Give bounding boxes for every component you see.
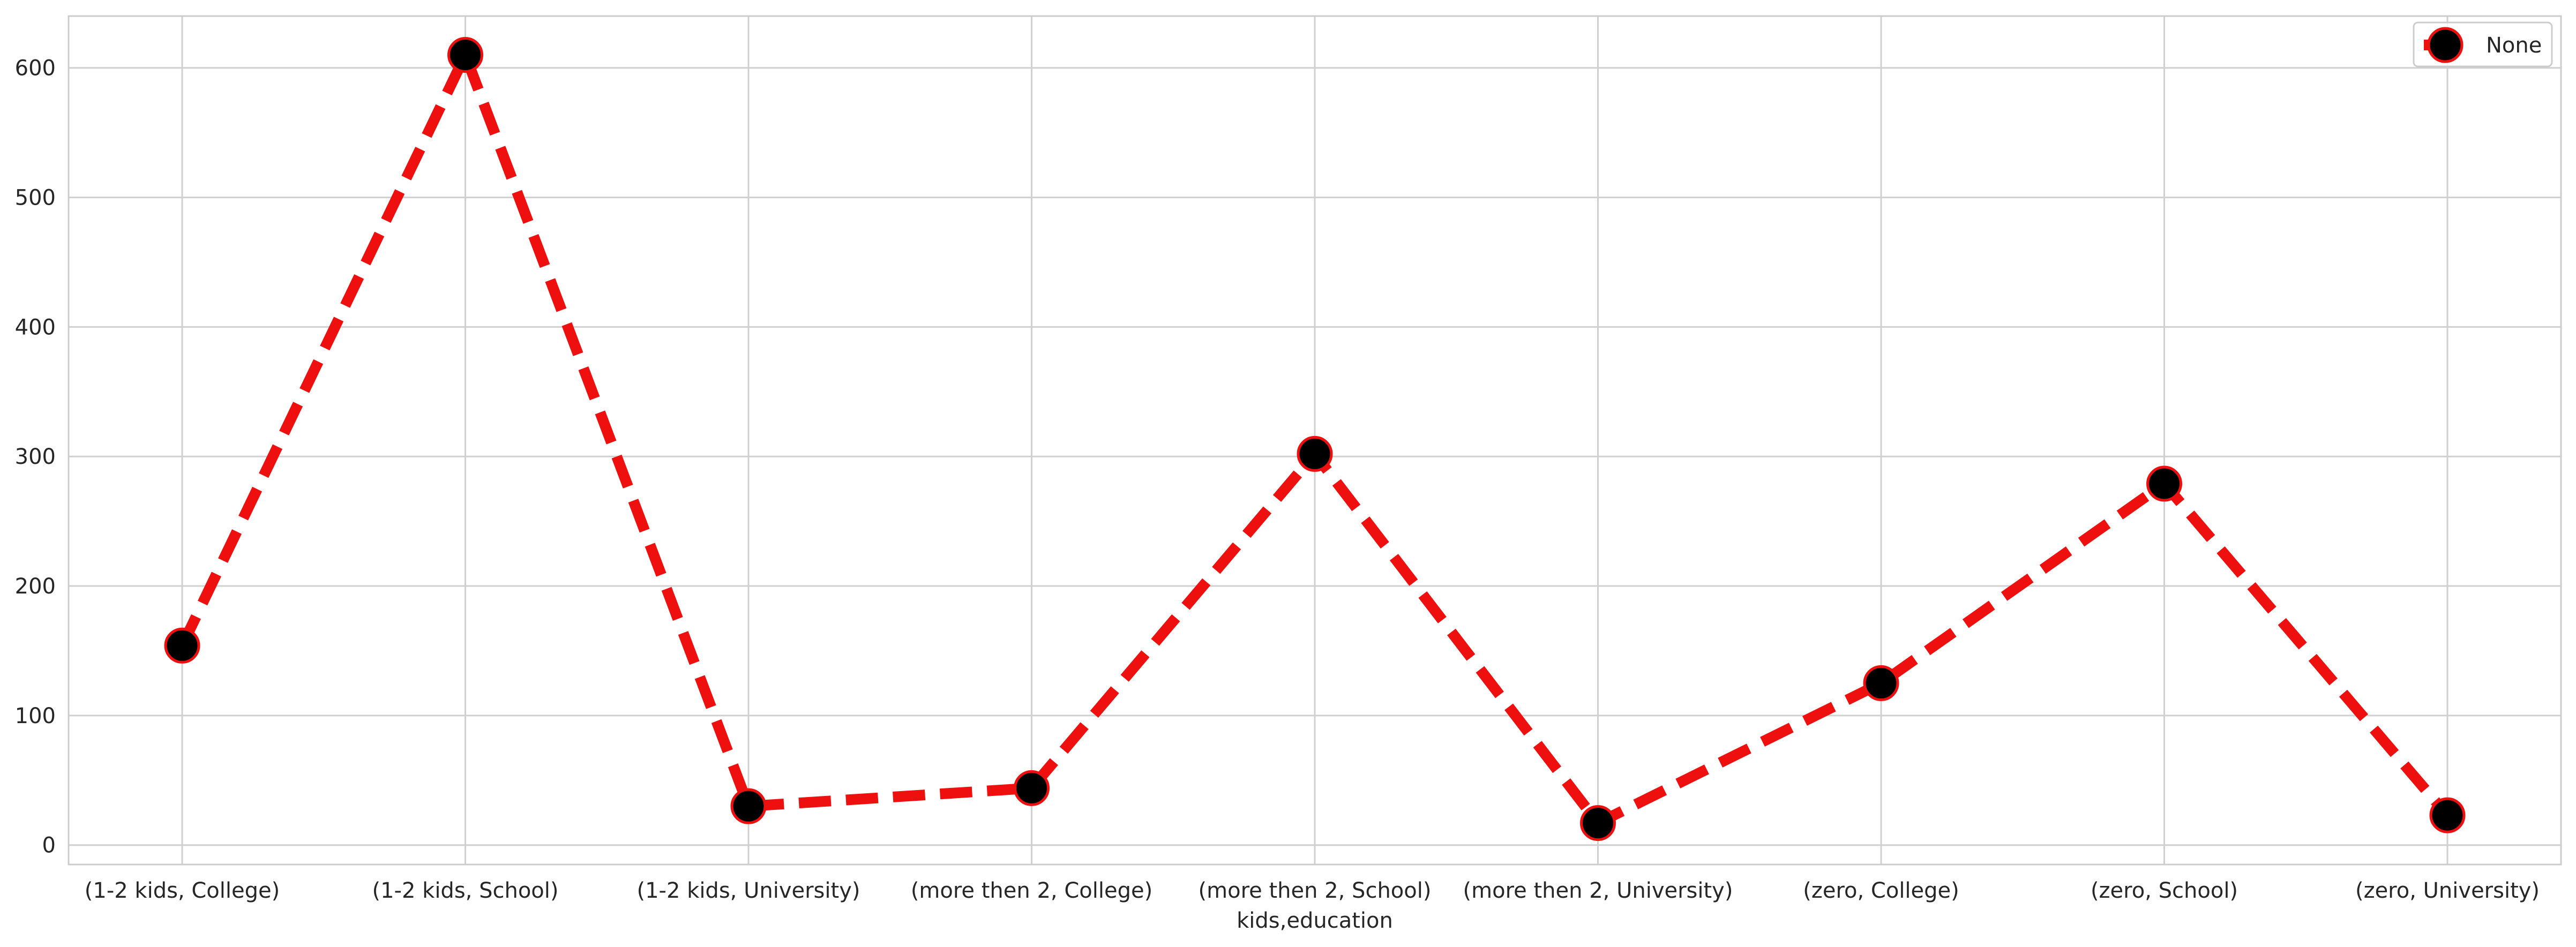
x-tick-label: (zero, University) [2355,878,2540,903]
x-axis-label: kids,education [1237,908,1393,933]
x-tick-labels: (1-2 kids, College) (1-2 kids, School) (1-… [85,878,2540,903]
y-tick-label: 0 [42,833,56,858]
x-tick-label: (more then 2, School) [1199,878,1432,903]
y-tick-label: 200 [15,574,56,599]
axes-frame [68,15,2562,866]
x-tick-label: (more then 2, College) [911,878,1152,903]
data-point [2146,465,2182,502]
legend-marker [2427,27,2463,63]
data-point [1297,435,1333,472]
series-layer [164,37,2466,841]
x-tick-label: (more then 2, University) [1463,878,1733,903]
legend: None [2413,21,2553,67]
x-tick-label: (zero, College) [1803,878,1959,903]
y-tick-label: 400 [15,315,56,340]
data-point [730,788,767,824]
data-point [1863,665,1899,701]
data-point [2429,797,2466,833]
legend-label: None [2486,33,2542,58]
grid [69,16,2561,865]
y-tick-label: 500 [15,186,56,211]
data-point [164,627,200,664]
y-tick-label: 600 [15,56,56,81]
x-tick-label: (1-2 kids, College) [85,878,280,903]
x-tick-label: (zero, School) [2091,878,2238,903]
y-tick-label: 100 [15,704,56,728]
y-tick-label: 300 [15,445,56,469]
y-tick-labels: 0 100 200 300 400 500 600 [15,56,56,858]
x-tick-label: (1-2 kids, School) [372,878,559,903]
x-tick-label: (1-2 kids, University) [637,878,860,903]
data-point [447,37,483,73]
data-point [1580,805,1616,841]
data-point [1014,770,1050,806]
